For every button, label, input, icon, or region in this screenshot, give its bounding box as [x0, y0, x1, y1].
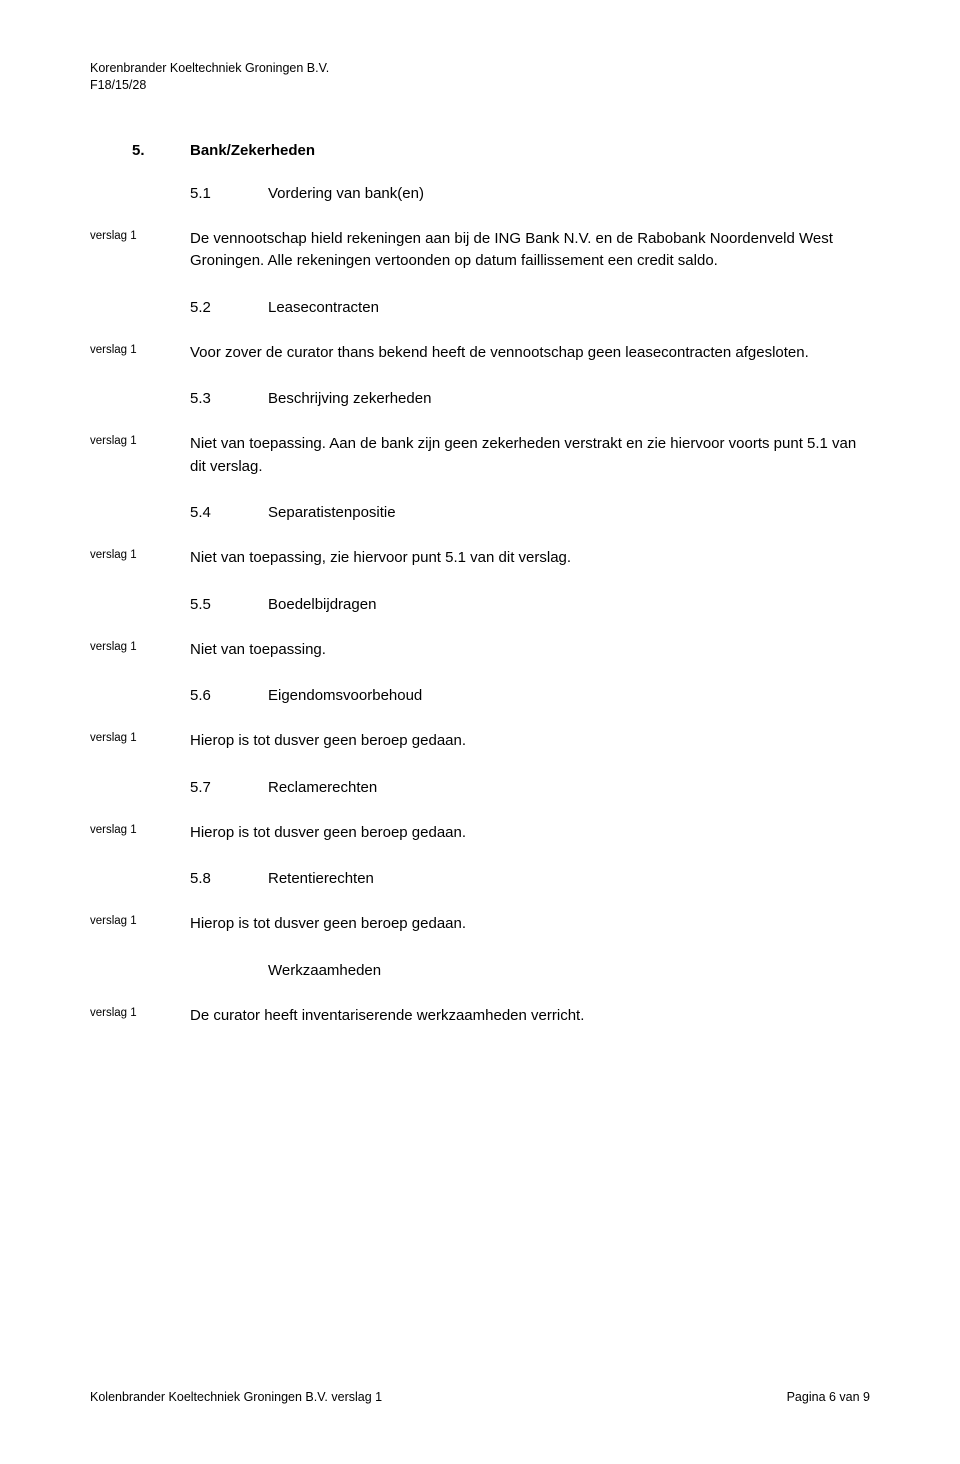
entry-prefix: verslag 1: [90, 1005, 190, 1019]
entry-text: Niet van toepassing, zie hiervoor punt 5…: [190, 547, 571, 570]
entry-text: Hierop is tot dusver geen beroep gedaan.: [190, 822, 466, 845]
entry-5-2: verslag 1 Voor zover de curator thans be…: [90, 342, 870, 365]
subsection-5-3: 5.3 Beschrijving zekerheden: [190, 390, 870, 407]
entry-text: Hierop is tot dusver geen beroep gedaan.: [190, 913, 466, 936]
subsection-5-5: 5.5 Boedelbijdragen: [190, 596, 870, 613]
subsection-number: 5.5: [190, 596, 268, 613]
subsection-number: 5.3: [190, 390, 268, 407]
subsection-number: 5.2: [190, 299, 268, 316]
doc-header-line2: F18/15/28: [90, 77, 870, 94]
entry-text: Hierop is tot dusver geen beroep gedaan.: [190, 730, 466, 753]
footer-left: Kolenbrander Koeltechniek Groningen B.V.…: [90, 1390, 382, 1404]
entry-prefix: verslag 1: [90, 639, 190, 653]
footer-right: Pagina 6 van 9: [787, 1390, 870, 1404]
subsection-5-7: 5.7 Reclamerechten: [190, 779, 870, 796]
entry-5-1: verslag 1 De vennootschap hield rekening…: [90, 228, 870, 273]
subsection-number: 5.1: [190, 185, 268, 202]
entry-5-6: verslag 1 Hierop is tot dusver geen bero…: [90, 730, 870, 753]
entry-prefix: verslag 1: [90, 730, 190, 744]
subsection-5-6: 5.6 Eigendomsvoorbehoud: [190, 687, 870, 704]
subsection-title: Separatistenpositie: [268, 504, 396, 521]
entry-5-3: verslag 1 Niet van toepassing. Aan de ba…: [90, 433, 870, 478]
subsection-5-4: 5.4 Separatistenpositie: [190, 504, 870, 521]
subsection-title: Leasecontracten: [268, 299, 379, 316]
subsection-title: Boedelbijdragen: [268, 596, 376, 613]
entry-text: Niet van toepassing. Aan de bank zijn ge…: [190, 433, 870, 478]
subsection-title: Retentierechten: [268, 870, 374, 887]
werkzaamheden-title: Werkzaamheden: [268, 962, 870, 979]
page-footer: Kolenbrander Koeltechniek Groningen B.V.…: [90, 1390, 870, 1404]
entry-prefix: verslag 1: [90, 433, 190, 447]
entry-prefix: verslag 1: [90, 822, 190, 836]
entry-5-5: verslag 1 Niet van toepassing.: [90, 639, 870, 662]
subsection-number: 5.7: [190, 779, 268, 796]
subsection-5-1: 5.1 Vordering van bank(en): [190, 185, 870, 202]
subsection-number: 5.6: [190, 687, 268, 704]
doc-header-line1: Korenbrander Koeltechniek Groningen B.V.: [90, 60, 870, 77]
entry-5-8: verslag 1 Hierop is tot dusver geen bero…: [90, 913, 870, 936]
subsection-title: Beschrijving zekerheden: [268, 390, 431, 407]
entry-text: De curator heeft inventariserende werkza…: [190, 1005, 584, 1028]
section-5-heading: 5. Bank/Zekerheden: [132, 142, 870, 159]
subsection-number: 5.8: [190, 870, 268, 887]
section-number: 5.: [132, 142, 190, 159]
werkzaamheden-heading: Werkzaamheden: [268, 962, 870, 979]
subsection-5-2: 5.2 Leasecontracten: [190, 299, 870, 316]
subsection-title: Vordering van bank(en): [268, 185, 424, 202]
entry-prefix: verslag 1: [90, 228, 190, 242]
entry-text: De vennootschap hield rekeningen aan bij…: [190, 228, 870, 273]
entry-werkzaamheden: verslag 1 De curator heeft inventarisere…: [90, 1005, 870, 1028]
entry-text: Niet van toepassing.: [190, 639, 326, 662]
entry-prefix: verslag 1: [90, 547, 190, 561]
subsection-title: Reclamerechten: [268, 779, 377, 796]
entry-5-4: verslag 1 Niet van toepassing, zie hierv…: [90, 547, 870, 570]
subsection-5-8: 5.8 Retentierechten: [190, 870, 870, 887]
entry-text: Voor zover de curator thans bekend heeft…: [190, 342, 809, 365]
section-title: Bank/Zekerheden: [190, 142, 315, 159]
entry-prefix: verslag 1: [90, 913, 190, 927]
subsection-title: Eigendomsvoorbehoud: [268, 687, 422, 704]
entry-prefix: verslag 1: [90, 342, 190, 356]
entry-5-7: verslag 1 Hierop is tot dusver geen bero…: [90, 822, 870, 845]
subsection-number: 5.4: [190, 504, 268, 521]
